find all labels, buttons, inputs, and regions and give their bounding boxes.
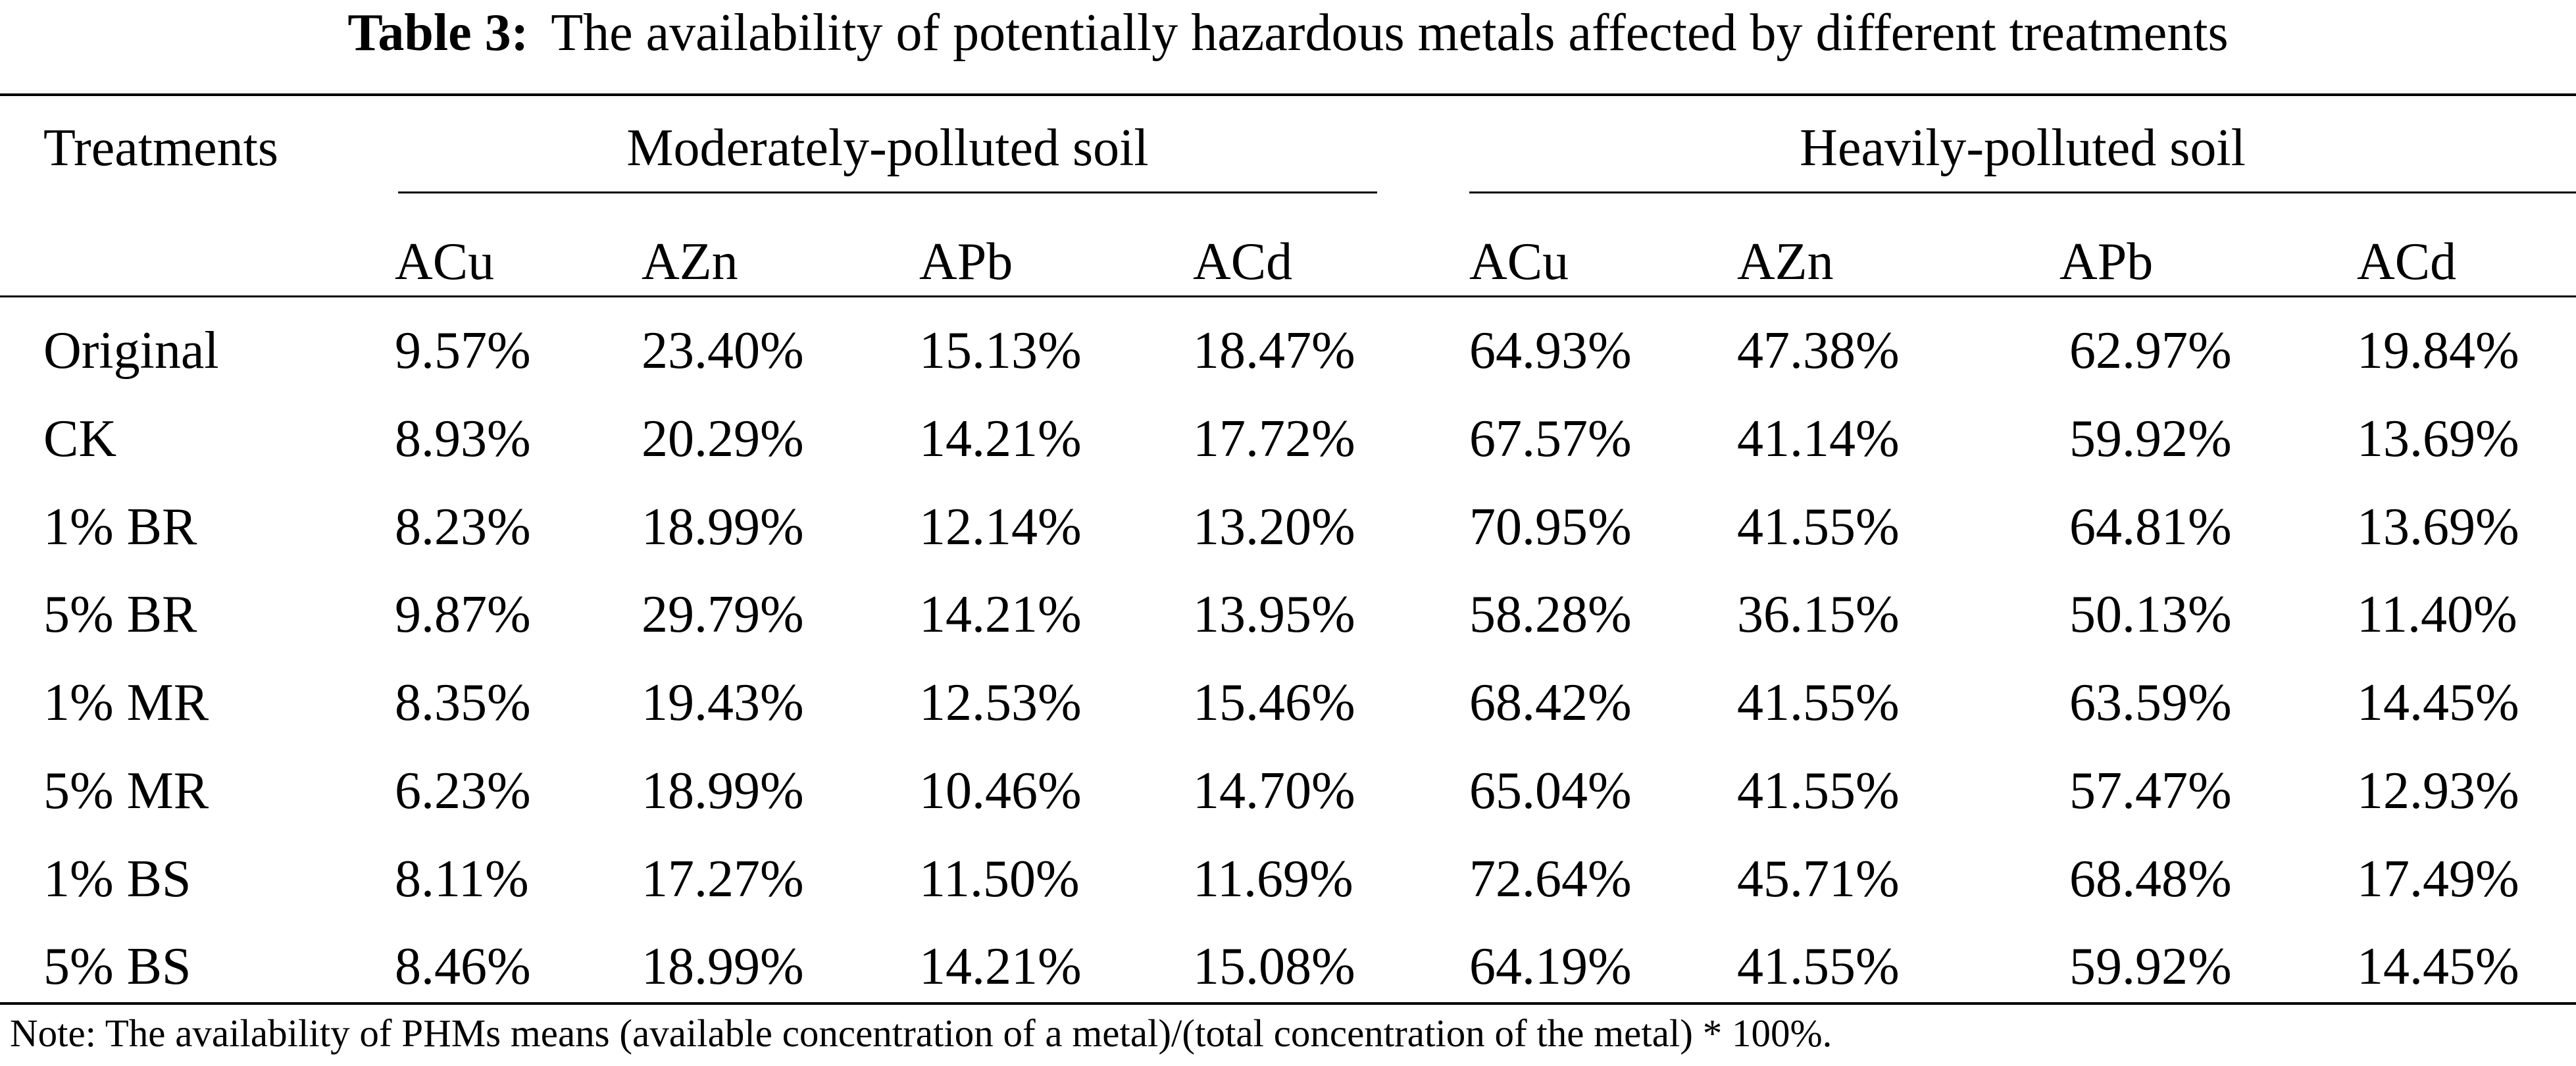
column-header: AZn xyxy=(1737,233,1834,291)
moderate-group-underline xyxy=(398,191,1377,193)
column-header: APb xyxy=(2059,233,2154,291)
top-rule xyxy=(0,93,2576,96)
table-cell: 12.93% xyxy=(2357,762,2519,820)
table-cell: 41.14% xyxy=(1737,410,1900,468)
column-header: ACu xyxy=(1469,233,1569,291)
table-cell: 64.19% xyxy=(1469,938,1632,996)
table-cell: 15.46% xyxy=(1193,674,1355,732)
table-caption-text: The availability of potentially hazardou… xyxy=(551,4,2229,62)
table-cell: 8.35% xyxy=(395,674,531,732)
table-cell: 8.11% xyxy=(395,850,529,908)
table-cell: 62.97% xyxy=(2069,322,2232,380)
table-cell: 14.21% xyxy=(919,586,1082,644)
treatment-label: Original xyxy=(43,322,219,380)
treatment-label: 5% BS xyxy=(43,938,191,996)
table-cell: 6.23% xyxy=(395,762,531,820)
treatment-label: 5% MR xyxy=(43,762,209,820)
table-cell: 68.42% xyxy=(1469,674,1632,732)
table-label: Table 3: xyxy=(347,4,529,62)
table-cell: 17.49% xyxy=(2357,850,2519,908)
group-header-heavy: Heavily-polluted soil xyxy=(1800,119,2246,177)
table-caption: Table 3: The availability of potentially … xyxy=(0,0,2576,66)
table-cell: 12.14% xyxy=(919,498,1082,556)
table-cell: 11.40% xyxy=(2357,586,2517,644)
table-cell: 9.87% xyxy=(395,586,531,644)
treatment-label: 1% BR xyxy=(43,498,197,556)
table-cell: 67.57% xyxy=(1469,410,1632,468)
table-cell: 8.46% xyxy=(395,938,531,996)
table-cell: 41.55% xyxy=(1737,938,1900,996)
table-cell: 63.59% xyxy=(2069,674,2232,732)
table-cell: 13.95% xyxy=(1193,586,1355,644)
table-cell: 72.64% xyxy=(1469,850,1632,908)
column-header: ACu xyxy=(395,233,495,291)
column-header: AZn xyxy=(642,233,738,291)
table-cell: 19.43% xyxy=(642,674,804,732)
table-cell: 14.45% xyxy=(2357,938,2519,996)
table-cell: 15.13% xyxy=(919,322,1082,380)
group-header-moderate: Moderately-polluted soil xyxy=(626,119,1149,177)
table-cell: 11.50% xyxy=(919,850,1080,908)
table-cell: 18.99% xyxy=(642,938,804,996)
table-cell: 14.21% xyxy=(919,410,1082,468)
table-cell: 8.93% xyxy=(395,410,531,468)
treatment-label: CK xyxy=(43,410,117,468)
table-cell: 9.57% xyxy=(395,322,531,380)
table-cell: 59.92% xyxy=(2069,410,2232,468)
table-cell: 57.47% xyxy=(2069,762,2232,820)
table-cell: 64.93% xyxy=(1469,322,1632,380)
table-cell: 20.29% xyxy=(642,410,804,468)
table-cell: 13.69% xyxy=(2357,498,2519,556)
table-cell: 41.55% xyxy=(1737,674,1900,732)
table-note: Note: The availability of PHMs means (av… xyxy=(10,1011,1832,1055)
table-cell: 41.55% xyxy=(1737,762,1900,820)
table-cell: 64.81% xyxy=(2069,498,2232,556)
treatment-label: 5% BR xyxy=(43,586,197,644)
table-cell: 29.79% xyxy=(642,586,804,644)
table-cell: 19.84% xyxy=(2357,322,2519,380)
table-cell: 65.04% xyxy=(1469,762,1632,820)
table-cell: 13.20% xyxy=(1193,498,1355,556)
table-cell: 23.40% xyxy=(642,322,804,380)
table-cell: 18.99% xyxy=(642,498,804,556)
table-cell: 14.45% xyxy=(2357,674,2519,732)
table-cell: 58.28% xyxy=(1469,586,1632,644)
table-cell: 36.15% xyxy=(1737,586,1900,644)
table-cell: 12.53% xyxy=(919,674,1082,732)
table-cell: 41.55% xyxy=(1737,498,1900,556)
table-cell: 17.72% xyxy=(1193,410,1355,468)
table-cell: 10.46% xyxy=(919,762,1082,820)
table-cell: 47.38% xyxy=(1737,322,1900,380)
heavy-group-underline xyxy=(1469,191,2576,193)
table-cell: 11.69% xyxy=(1193,850,1353,908)
treatment-label: 1% BS xyxy=(43,850,191,908)
table-cell: 13.69% xyxy=(2357,410,2519,468)
column-header: ACd xyxy=(1193,233,1293,291)
table-cell: 18.47% xyxy=(1193,322,1355,380)
table-cell: 68.48% xyxy=(2069,850,2232,908)
table-cell: 50.13% xyxy=(2069,586,2232,644)
column-header: ACd xyxy=(2357,233,2457,291)
table-cell: 14.70% xyxy=(1193,762,1355,820)
table-cell: 45.71% xyxy=(1737,850,1900,908)
treatment-label: 1% MR xyxy=(43,674,209,732)
bottom-rule xyxy=(0,1002,2576,1005)
table-cell: 70.95% xyxy=(1469,498,1632,556)
header-rule xyxy=(0,295,2576,297)
table-cell: 8.23% xyxy=(395,498,531,556)
table-cell: 59.92% xyxy=(2069,938,2232,996)
table-cell: 17.27% xyxy=(642,850,804,908)
table-cell: 14.21% xyxy=(919,938,1082,996)
column-header: APb xyxy=(919,233,1013,291)
table-cell: 18.99% xyxy=(642,762,804,820)
table-cell: 15.08% xyxy=(1193,938,1355,996)
treatments-header: Treatments xyxy=(43,119,279,177)
